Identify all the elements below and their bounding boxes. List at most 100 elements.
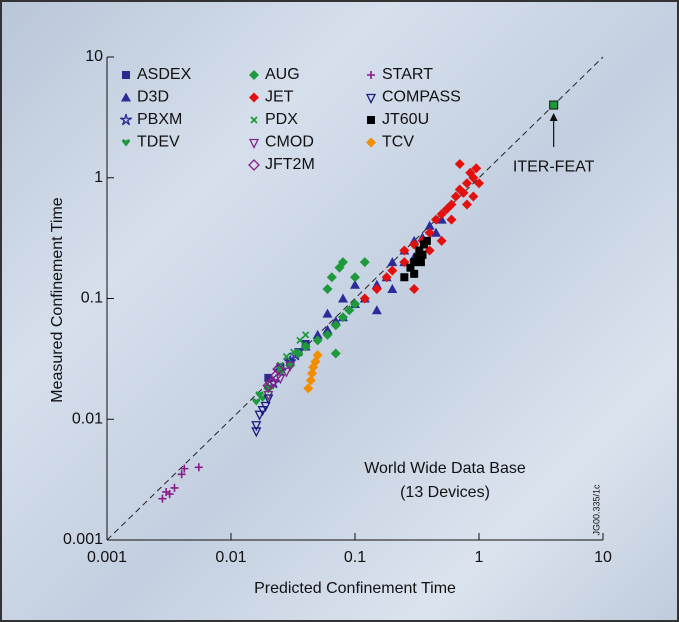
legend-label: D3D [137, 89, 169, 106]
y-axis-title: Measured Confinement Time [49, 197, 66, 403]
point [296, 336, 304, 345]
legend-marker [119, 113, 133, 126]
point [422, 236, 431, 245]
point [330, 348, 341, 359]
point [300, 341, 311, 352]
point [350, 299, 360, 310]
point [387, 257, 398, 267]
point [194, 463, 203, 472]
point [416, 258, 425, 267]
point [330, 320, 341, 331]
legend-marker [366, 137, 376, 148]
annotation: (13 Devices) [400, 484, 490, 501]
x-tick-label: 1 [475, 549, 484, 566]
point [282, 353, 291, 361]
point [312, 335, 323, 346]
highlight-point [549, 100, 559, 110]
point [424, 220, 435, 230]
point [305, 375, 316, 386]
legend-label: TCV [382, 134, 414, 151]
point [430, 227, 441, 237]
point [272, 363, 285, 376]
legend-marker [250, 116, 258, 124]
x-tick-label: 0.1 [344, 549, 366, 566]
x-tick-label: 0.001 [87, 549, 127, 566]
annotation: World Wide Data Base [364, 460, 526, 477]
legend-label: JFT2M [265, 156, 315, 173]
point [474, 178, 484, 189]
point [265, 376, 277, 389]
point [381, 272, 392, 283]
legend-label: COMPASS [382, 89, 461, 106]
point [251, 427, 262, 438]
x-tick-label: 0.01 [215, 549, 246, 566]
legend-marker [248, 138, 260, 149]
point [359, 293, 370, 304]
legend-label: START [382, 66, 433, 83]
point [302, 331, 310, 339]
point [446, 214, 457, 225]
point [263, 383, 274, 394]
point [322, 324, 333, 334]
figure-id: JG00.335/1c [591, 484, 601, 536]
point [454, 158, 465, 169]
arrow-head [549, 113, 558, 122]
point [177, 470, 186, 479]
legend-label: AUG [265, 66, 300, 83]
legend-label: ASDEX [137, 66, 192, 83]
legend-marker [122, 71, 130, 79]
point [260, 401, 271, 412]
legend-marker [249, 92, 259, 103]
point [322, 329, 333, 340]
point [424, 227, 435, 238]
point [170, 483, 179, 492]
x-tick-label: 10 [594, 549, 612, 566]
point [337, 257, 348, 268]
point [461, 199, 472, 210]
legend-label: JET [265, 89, 294, 106]
point [387, 283, 398, 293]
point [418, 250, 427, 259]
point [252, 398, 261, 406]
legend-label: PDX [265, 111, 298, 128]
point [430, 214, 441, 225]
point [436, 209, 447, 220]
x-axis-title: Predicted Confinement Time [254, 580, 456, 597]
y-tick-label: 1 [94, 169, 103, 186]
point [399, 245, 410, 256]
point [312, 329, 323, 339]
point [471, 163, 482, 174]
legend-marker [365, 93, 377, 104]
point [468, 172, 479, 183]
point [371, 305, 382, 315]
point [446, 199, 457, 210]
legend-label: CMOD [265, 134, 314, 151]
point [458, 187, 469, 198]
legend-marker [248, 159, 260, 171]
point [257, 406, 268, 417]
point [165, 490, 174, 499]
point [350, 279, 360, 289]
y-tick-label: 0.01 [72, 410, 103, 427]
y-tick-label: 0.001 [63, 531, 103, 548]
point [254, 410, 265, 421]
point [344, 305, 355, 316]
point [326, 272, 337, 283]
point [337, 293, 348, 303]
y-tick-label: 0.1 [81, 290, 103, 307]
reference-line [106, 56, 604, 541]
point [263, 394, 274, 405]
point [290, 348, 298, 356]
point [312, 350, 323, 361]
highlight-label: ITER-FEAT [513, 158, 595, 175]
point [337, 312, 348, 323]
point [436, 235, 447, 246]
legend-marker [121, 92, 131, 102]
y-tick-label: 10 [85, 48, 103, 65]
point [262, 379, 275, 392]
point [468, 191, 479, 202]
legend-label: PBXM [137, 111, 182, 128]
legend-label: TDEV [137, 134, 180, 151]
